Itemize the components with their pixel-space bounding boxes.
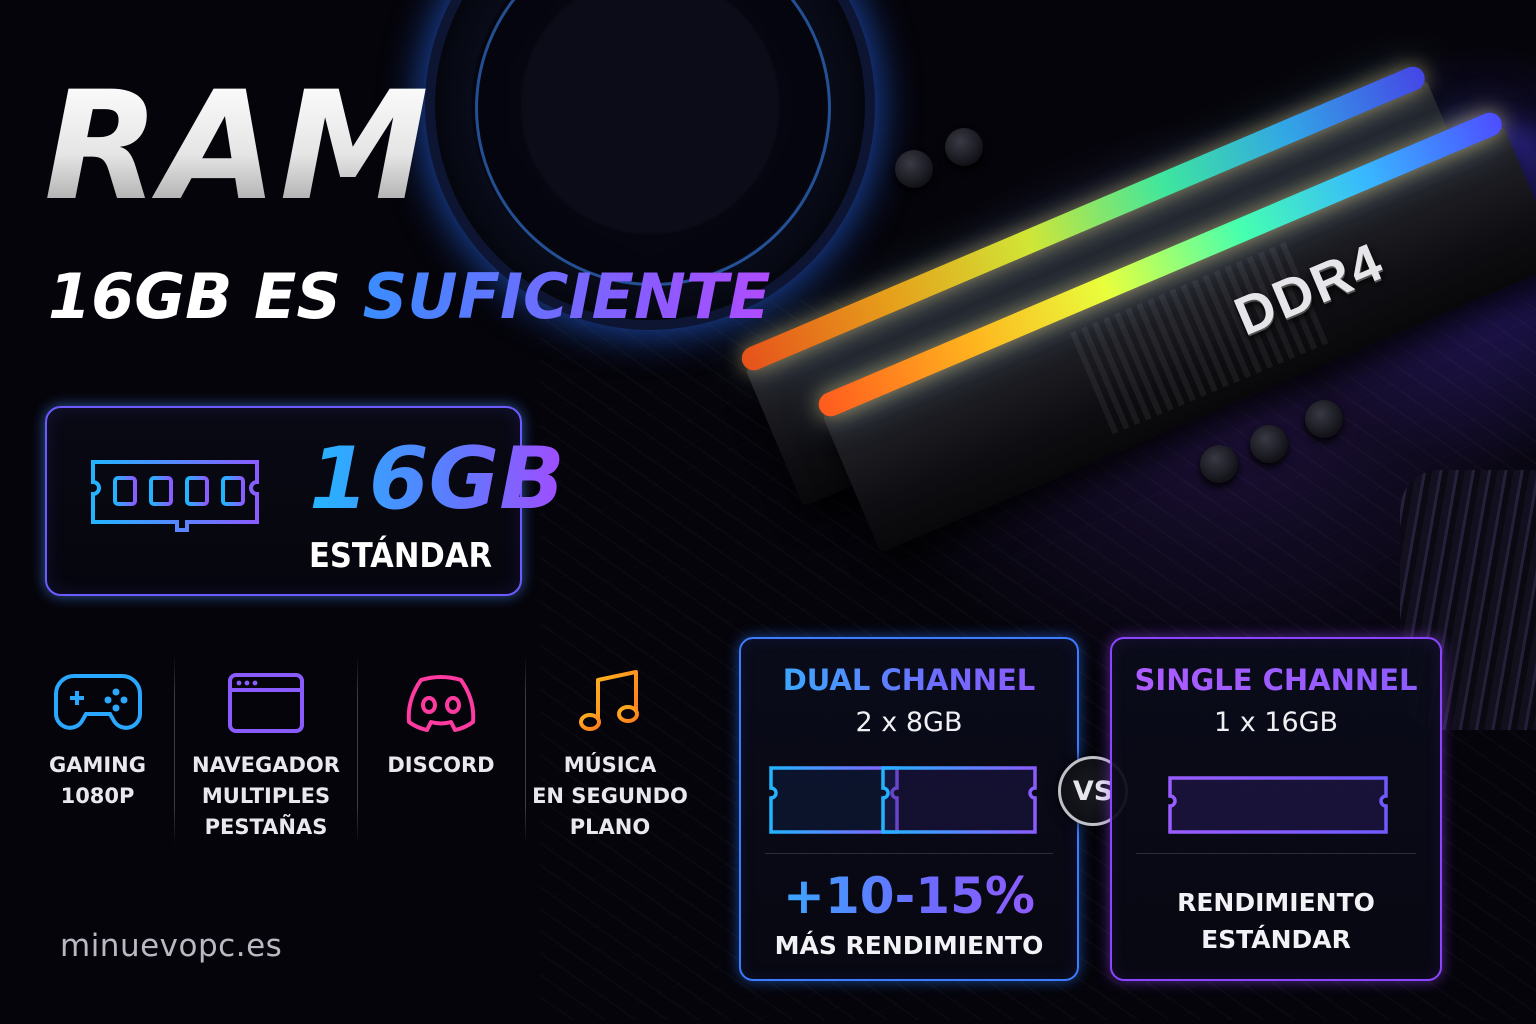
capacitor	[945, 128, 983, 166]
performance-note: MÁS RENDIMIENTO	[774, 931, 1044, 960]
single-channel-modules	[1112, 762, 1440, 852]
dual-channel-modules	[741, 762, 1077, 852]
subtitle: 16GB ES SUFICIENTE	[48, 266, 771, 328]
capacity-value: 16GB	[309, 429, 565, 529]
dual-channel-config: 2 x 8GB	[855, 707, 963, 738]
gamepad-icon	[20, 650, 175, 734]
subtitle-highlight: SUFICIENTE	[362, 260, 771, 333]
ram-module-icon	[91, 460, 259, 538]
discord-icon	[357, 650, 525, 734]
single-channel-card: SINGLE CHANNEL 1 x 16GB RENDIMIENTO ESTÁ…	[1110, 637, 1442, 981]
use-case-label: DISCORD	[387, 753, 495, 777]
website-link[interactable]: minuevopc.es	[60, 928, 283, 964]
music-note-icon	[525, 650, 695, 734]
use-case-label: GAMING 1080P	[48, 753, 146, 808]
capacity-card: 16GB ESTÁNDAR	[45, 406, 565, 596]
use-case-list: GAMING 1080P NAVEGADOR MULTIPLES PESTAÑA…	[20, 650, 710, 850]
use-case-label: NAVEGADOR MULTIPLES PESTAÑAS	[192, 753, 340, 839]
dual-channel-title: DUAL CHANNEL	[741, 663, 1077, 697]
use-case-music: MÚSICA EN SEGUNDO PLANO	[525, 650, 695, 850]
capacitor	[1200, 445, 1238, 483]
browser-window-icon	[175, 650, 357, 734]
single-channel-config: 1 x 16GB	[1213, 707, 1339, 738]
ram-module-icon	[1168, 776, 1388, 840]
use-case-discord: DISCORD	[357, 650, 525, 850]
main-title: RAM	[44, 60, 431, 234]
divider	[1136, 853, 1416, 854]
capacitor	[895, 150, 933, 188]
use-case-gaming: GAMING 1080P	[20, 650, 175, 850]
use-case-label: MÚSICA EN SEGUNDO PLANO	[532, 753, 688, 839]
use-case-browser: NAVEGADOR MULTIPLES PESTAÑAS	[175, 650, 357, 850]
single-channel-title: SINGLE CHANNEL	[1112, 663, 1440, 697]
subtitle-lead: 16GB ES	[48, 260, 342, 333]
capacity-caption: ESTÁNDAR	[309, 536, 493, 576]
divider	[765, 853, 1053, 854]
performance-note: RENDIMIENTO ESTÁNDAR	[1177, 888, 1375, 954]
divider	[357, 655, 358, 845]
ram-module-icon	[769, 766, 1037, 840]
capacitor	[1250, 425, 1288, 463]
dual-channel-card: DUAL CHANNEL 2 x 8GB +10-15% MÁS RENDIMI…	[739, 637, 1079, 981]
divider	[525, 655, 526, 845]
performance-gain: +10-15%	[741, 871, 1077, 921]
capacitor	[1305, 400, 1343, 438]
divider	[174, 655, 175, 845]
